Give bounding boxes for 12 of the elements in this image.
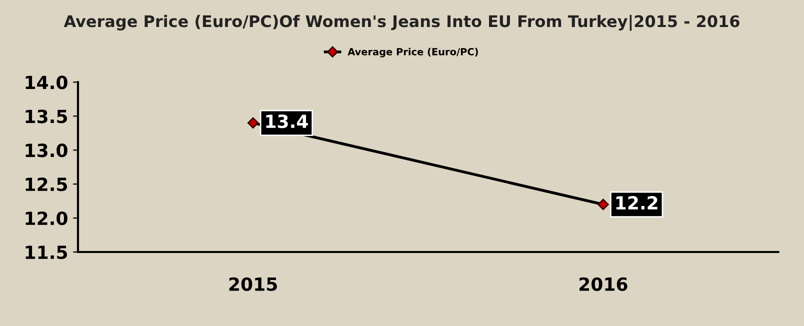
x-tick-label: 2016 — [580, 277, 628, 291]
text: 13.5 — [26, 110, 68, 124]
chart-title: Average Price (Euro/PC)Of Women's Jeans Into EU From Turkey|2015 - 2016 — [64, 14, 740, 31]
legend-label: Average Price (Euro/PC) — [348, 48, 478, 58]
text: 11.5 — [26, 246, 68, 260]
x-tick-label: 2015 — [229, 277, 277, 291]
text: 12.5 — [26, 178, 68, 192]
text: 14.0 — [26, 76, 68, 90]
text: 13.0 — [26, 144, 68, 158]
text: 12.0 — [26, 211, 68, 226]
data-label: 12.2 — [616, 196, 658, 210]
data-label: 13.4 — [266, 114, 308, 128]
